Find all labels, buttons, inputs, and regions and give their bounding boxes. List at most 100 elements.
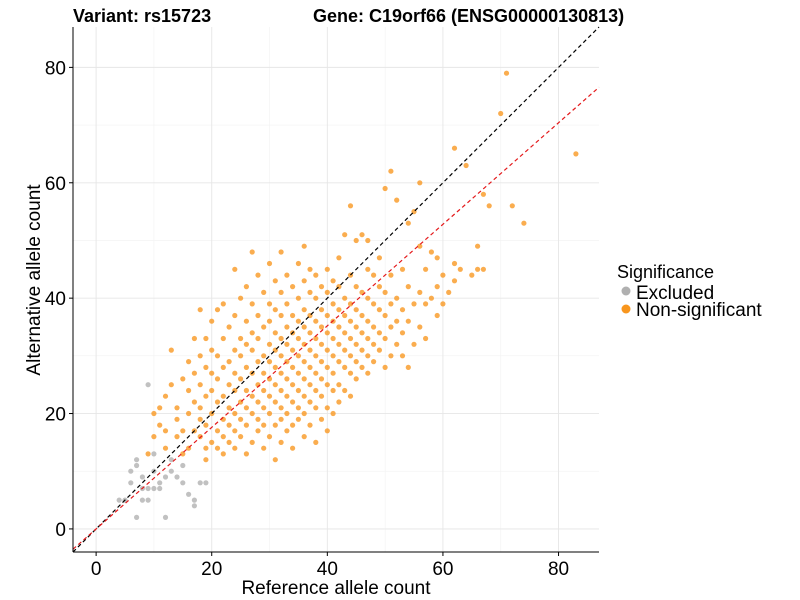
point-non-significant [278, 405, 284, 411]
point-non-significant [417, 324, 423, 330]
point-excluded [157, 480, 163, 486]
point-non-significant [365, 295, 371, 301]
x-tick-label: 0 [91, 559, 102, 580]
point-non-significant [284, 301, 290, 307]
point-non-significant [238, 434, 244, 440]
point-non-significant [301, 278, 307, 284]
point-non-significant [376, 330, 382, 336]
point-non-significant [249, 330, 255, 336]
point-non-significant [382, 289, 388, 295]
point-non-significant [330, 278, 336, 284]
point-non-significant [290, 312, 296, 319]
point-non-significant [214, 428, 221, 434]
point-non-significant [371, 301, 377, 307]
gridlines [73, 27, 599, 552]
point-non-significant [324, 266, 330, 272]
point-non-significant [353, 324, 359, 330]
point-non-significant [220, 451, 226, 457]
point-non-significant [313, 405, 319, 411]
reference-line-identity [72, 26, 600, 553]
point-non-significant [324, 382, 330, 388]
point-non-significant [284, 324, 290, 330]
point-non-significant [162, 393, 169, 399]
point-non-significant [226, 382, 232, 388]
point-non-significant [145, 451, 151, 457]
point-non-significant [238, 335, 244, 342]
point-non-significant [324, 330, 330, 336]
point-non-significant [353, 359, 359, 365]
x-tick-label: 80 [548, 559, 569, 580]
point-excluded [145, 497, 151, 503]
point-non-significant [342, 387, 348, 394]
point-non-significant [411, 301, 417, 307]
point-excluded [180, 480, 186, 486]
point-non-significant [330, 353, 336, 359]
point-non-significant [232, 410, 238, 417]
point-non-significant [509, 203, 515, 209]
point-non-significant [486, 203, 492, 209]
point-non-significant [261, 445, 267, 451]
point-non-significant [318, 324, 325, 330]
point-non-significant [243, 422, 249, 428]
point-non-significant [313, 353, 319, 359]
point-non-significant [266, 341, 273, 347]
point-non-significant [226, 439, 232, 445]
point-non-significant [295, 318, 301, 324]
x-tick-label: 40 [317, 559, 338, 580]
point-non-significant [313, 370, 319, 376]
point-non-significant [220, 301, 226, 307]
point-non-significant [371, 359, 377, 365]
point-non-significant [399, 307, 406, 313]
point-non-significant [365, 370, 371, 376]
point-non-significant [249, 410, 255, 417]
point-non-significant [324, 289, 330, 295]
legend-label-non-significant: Non-significant [636, 300, 762, 321]
point-non-significant [261, 387, 267, 394]
y-tick-label: 80 [45, 58, 66, 79]
point-non-significant [371, 341, 377, 347]
point-non-significant [382, 335, 388, 342]
point-non-significant [261, 405, 267, 411]
point-non-significant [359, 232, 365, 238]
point-non-significant [191, 335, 197, 342]
point-non-significant [428, 249, 434, 255]
point-non-significant [290, 382, 296, 388]
point-non-significant [347, 335, 354, 342]
point-excluded [162, 474, 169, 480]
point-non-significant [336, 255, 342, 261]
point-non-significant [498, 110, 504, 117]
point-non-significant [174, 405, 180, 411]
point-non-significant [168, 382, 174, 388]
point-non-significant [284, 410, 290, 417]
point-non-significant [503, 70, 510, 76]
point-non-significant [232, 347, 238, 353]
point-non-significant [330, 410, 336, 417]
legend: Significance Excluded Non-significant [617, 262, 762, 321]
point-non-significant [180, 451, 186, 457]
point-non-significant [278, 439, 284, 445]
point-non-significant [342, 364, 348, 370]
point-non-significant [318, 416, 325, 422]
point-non-significant [313, 318, 319, 324]
point-non-significant [353, 307, 359, 313]
point-excluded [151, 485, 157, 492]
point-non-significant [255, 335, 261, 342]
point-non-significant [365, 353, 371, 359]
point-non-significant [249, 249, 255, 255]
point-non-significant [307, 382, 313, 388]
point-non-significant [232, 312, 238, 319]
x-tick-label: 60 [432, 559, 453, 580]
point-non-significant [157, 422, 163, 428]
point-non-significant [399, 330, 406, 336]
point-non-significant [284, 393, 290, 399]
point-non-significant [324, 405, 330, 411]
point-non-significant [573, 151, 579, 157]
point-non-significant [180, 376, 186, 382]
point-non-significant [186, 410, 192, 417]
point-non-significant [347, 203, 354, 209]
point-non-significant [261, 422, 267, 428]
point-non-significant [255, 399, 261, 405]
point-non-significant [295, 370, 301, 376]
point-non-significant [284, 428, 290, 434]
point-excluded [134, 514, 140, 521]
